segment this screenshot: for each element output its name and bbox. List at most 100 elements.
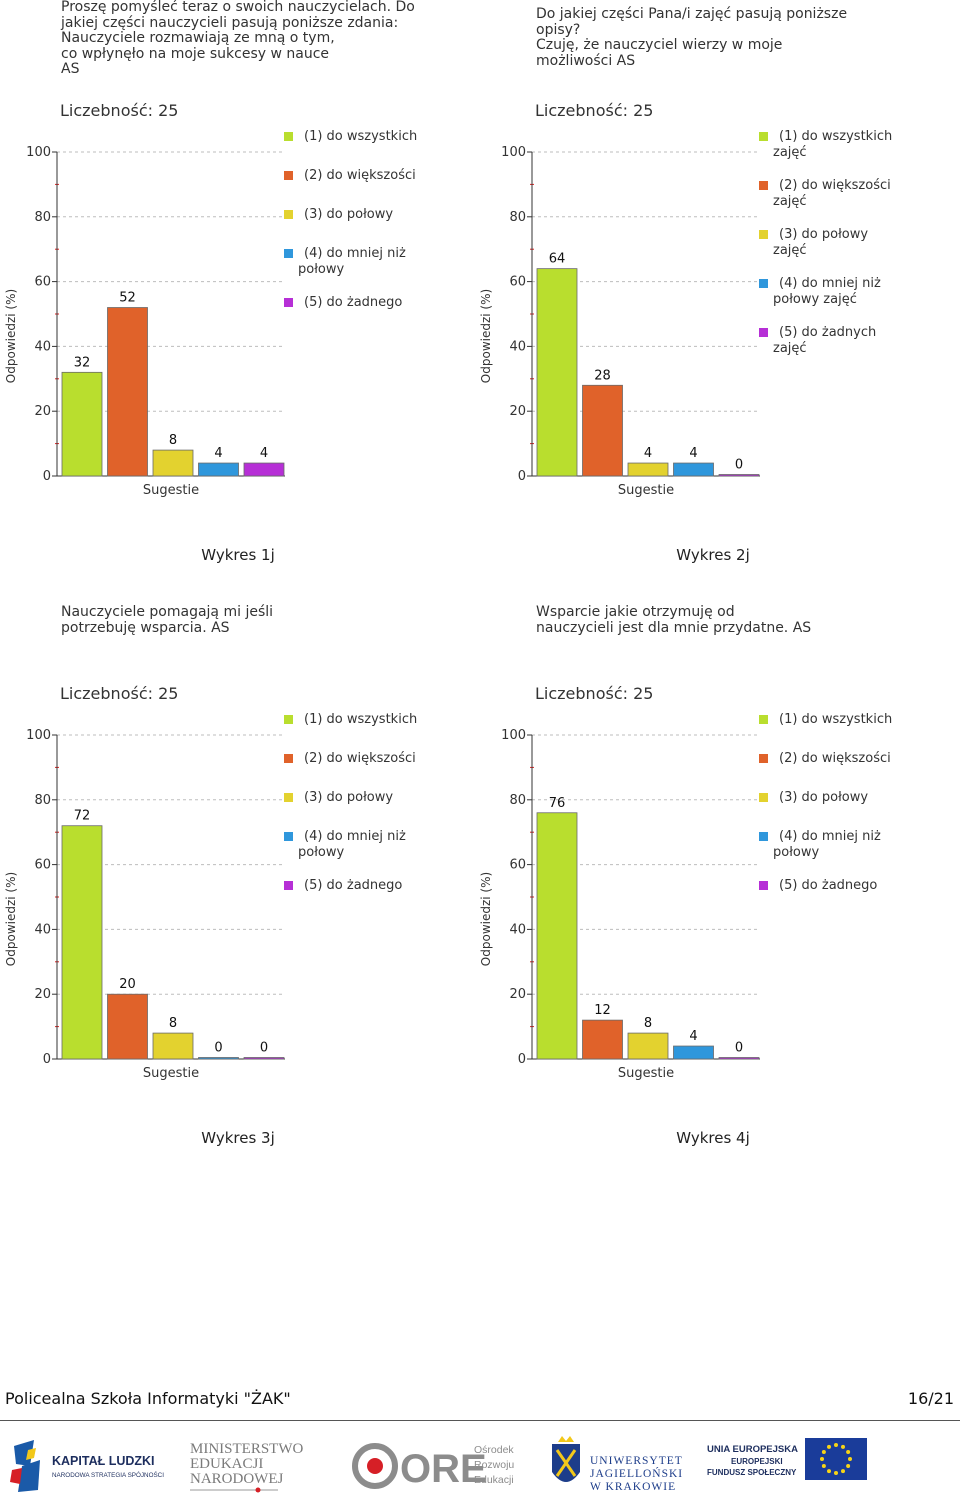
y-tick-label: 40: [509, 922, 526, 937]
bar: [673, 1045, 714, 1060]
footer-divider: [0, 1420, 960, 1421]
bar-value-label: 0: [735, 458, 743, 473]
bar-value-label: 4: [689, 446, 697, 461]
men-line-3: NARODOWEJ: [190, 1471, 283, 1487]
y-tick-label: 20: [509, 404, 526, 419]
legend-swatch: [284, 793, 293, 802]
legend-label: (5) do żadnego: [779, 878, 877, 893]
legend-label: zajęć: [773, 145, 807, 160]
x-axis-label: Sugestie: [618, 1066, 674, 1081]
legend-swatch: [759, 279, 768, 288]
bar-value-label: 28: [594, 368, 611, 383]
y-tick-label: 0: [43, 1052, 51, 1067]
y-tick-label: 20: [34, 987, 51, 1002]
bar: [198, 462, 239, 477]
legend-label: (4) do mniej niż: [779, 276, 881, 291]
men-logo: MINISTERSTWO EDUKACJI NARODOWEJ: [188, 1436, 318, 1496]
legend-label: połowy: [298, 845, 344, 860]
bar: [673, 462, 714, 477]
legend-swatch: [759, 832, 768, 841]
chart-caption: Wykres 4j: [676, 1129, 750, 1147]
bar-value-label: 52: [119, 291, 136, 306]
bar: [536, 812, 578, 1060]
bar: [152, 449, 194, 477]
y-tick-label: 20: [509, 987, 526, 1002]
eu-star-icon: [848, 1457, 852, 1461]
eu-star-icon: [846, 1450, 851, 1454]
y-tick-label: 20: [34, 404, 51, 419]
legend-label: (1) do wszystkich: [304, 129, 417, 144]
uj-line-1: UNIWERSYTET: [590, 1455, 683, 1467]
kl-title: KAPITAŁ LUDZKI: [52, 1454, 155, 1468]
legend-swatch: [284, 171, 293, 180]
x-axis-label: Sugestie: [618, 483, 674, 498]
bar: [536, 268, 578, 477]
eu-star-icon: [821, 1464, 826, 1468]
y-tick-label: 60: [34, 275, 51, 290]
eu-star-icon: [834, 1471, 838, 1475]
y-tick-label: 100: [501, 145, 526, 160]
eu-star-icon: [841, 1444, 845, 1449]
legend-label: połowy zajęć: [773, 292, 857, 307]
legend-label: (4) do mniej niż: [779, 829, 881, 844]
legend-label: połowy: [773, 845, 819, 860]
bar: [61, 825, 103, 1060]
legend-swatch: [284, 298, 293, 307]
y-tick-label: 80: [509, 210, 526, 225]
bar: [243, 1057, 285, 1060]
legend-label: (2) do większości: [304, 751, 416, 766]
bar: [61, 371, 103, 477]
legend-label: (2) do większości: [779, 178, 891, 193]
y-tick-label: 0: [43, 469, 51, 484]
bar-value-label: 0: [735, 1041, 743, 1056]
eu-line-2: EUROPEJSKI: [731, 1457, 783, 1466]
ore-logo: ORE Ośrodek Rozwoju Edukacji: [350, 1436, 530, 1496]
bar-value-label: 76: [549, 796, 566, 811]
bar-value-label: 0: [214, 1041, 222, 1056]
eu-star-icon: [846, 1464, 851, 1468]
y-axis-label: Odpowiedzi (%): [479, 872, 493, 966]
legend-swatch: [759, 754, 768, 763]
chart-question: Do jakiej części Pana/i zajęć pasują pon…: [536, 6, 848, 69]
legend-swatch: [759, 328, 768, 337]
y-axis-label: Odpowiedzi (%): [4, 289, 18, 383]
kapital-ludzki-logo: KAPITAŁ LUDZKI NARODOWA STRATEGIA SPÓJNO…: [10, 1436, 170, 1496]
legend-label: (3) do połowy: [779, 227, 868, 242]
chart-caption: Wykres 1j: [201, 546, 275, 564]
bar: [718, 1057, 760, 1060]
ore-line-2: Rozwoju: [474, 1459, 514, 1471]
ore-line-3: Edukacji: [474, 1474, 514, 1486]
legend-swatch: [759, 793, 768, 802]
y-tick-label: 100: [26, 145, 51, 160]
legend-label: zajęć: [773, 341, 807, 356]
legend-swatch: [759, 230, 768, 239]
y-tick-label: 0: [518, 1052, 526, 1067]
y-tick-label: 100: [26, 728, 51, 743]
y-axis-label: Odpowiedzi (%): [4, 872, 18, 966]
bar: [198, 1057, 239, 1060]
legend-swatch: [284, 715, 293, 724]
y-tick-label: 80: [34, 210, 51, 225]
chart-question: Wsparcie jakie otrzymuję od nauczycieli …: [536, 604, 812, 636]
chart-title: Liczebność: 25: [60, 101, 178, 120]
legend-swatch: [284, 210, 293, 219]
bar: [243, 462, 285, 477]
legend-label: (5) do żadnego: [304, 295, 402, 310]
eu-line-1: UNIA EUROPEJSKA: [707, 1444, 798, 1455]
y-tick-label: 40: [34, 922, 51, 937]
bar-value-label: 4: [644, 446, 652, 461]
kl-subtitle: NARODOWA STRATEGIA SPÓJNOŚCI: [52, 1470, 164, 1479]
eu-star-icon: [827, 1469, 831, 1474]
chart-title: Liczebność: 25: [535, 684, 653, 703]
eu-star-icon: [820, 1457, 824, 1461]
legend-label: (1) do wszystkich: [304, 712, 417, 727]
legend-label: (2) do większości: [304, 168, 416, 183]
ore-line-1: Ośrodek: [474, 1444, 514, 1456]
eu-star-icon: [827, 1444, 831, 1449]
bar: [582, 1019, 623, 1060]
legend-label: (4) do mniej niż: [304, 246, 406, 261]
x-axis-label: Sugestie: [143, 483, 199, 498]
